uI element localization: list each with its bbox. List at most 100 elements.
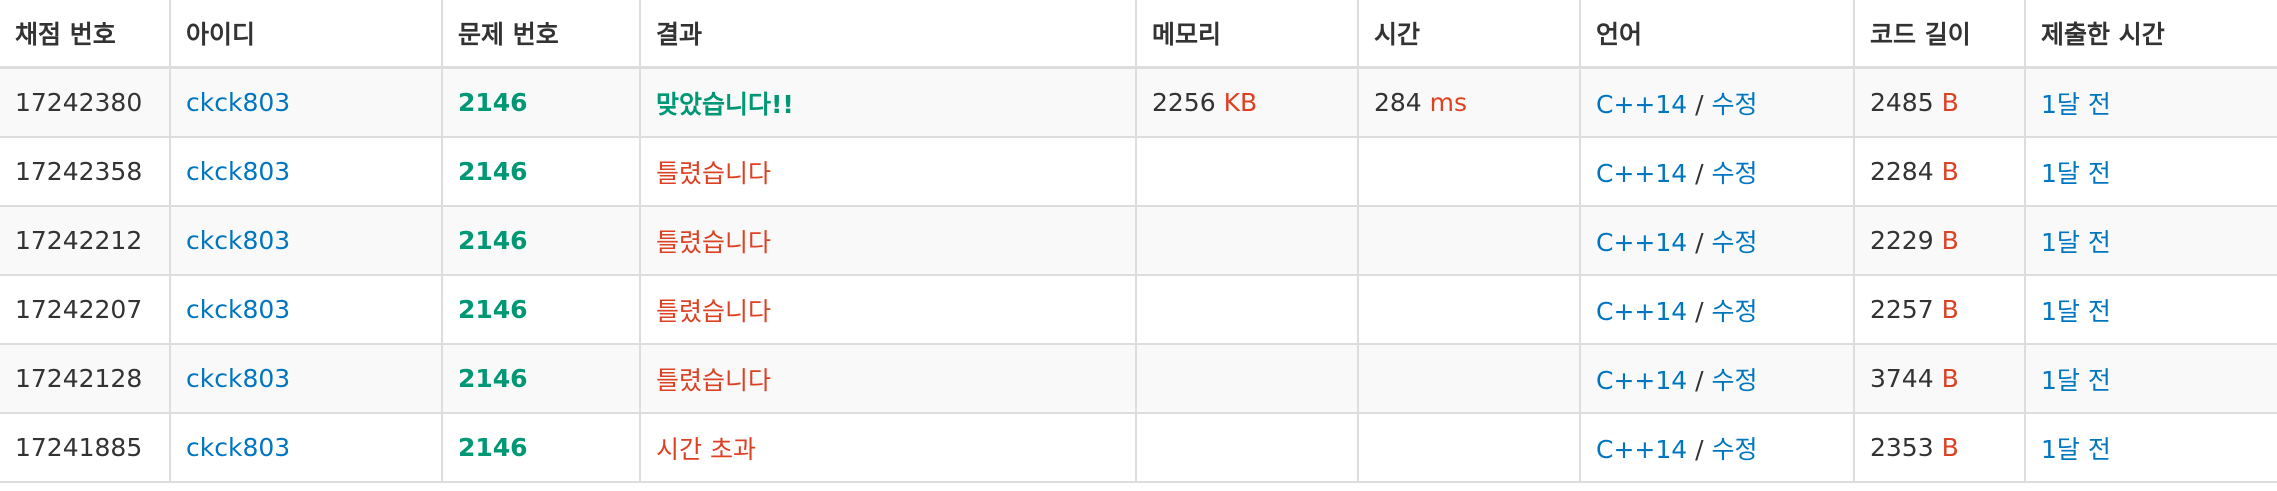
time-cell [1357, 343, 1581, 414]
language-separator: / [1695, 434, 1704, 464]
submission-id: 17242207 [0, 274, 171, 345]
memory-cell [1135, 412, 1359, 483]
memory-cell [1135, 343, 1359, 414]
problem-link[interactable]: 2146 [458, 88, 528, 117]
time-unit: ms [1429, 88, 1468, 117]
submitted-time-link[interactable]: 1달 전 [2041, 89, 2111, 119]
result-cell: 시간 초과 [639, 412, 1137, 483]
user-link[interactable]: ckck803 [186, 433, 291, 462]
edit-link[interactable]: 수정 [1711, 227, 1758, 257]
submitted-time-link[interactable]: 1달 전 [2041, 434, 2111, 464]
submission-id: 17242358 [0, 136, 171, 207]
user-link[interactable]: ckck803 [186, 295, 291, 324]
language-separator: / [1695, 158, 1704, 188]
table-row: 17242212 ckck803 2146 틀렸습니다 C++14 / 수정 2… [0, 205, 2277, 276]
problem-link[interactable]: 2146 [458, 295, 528, 324]
language-separator: / [1695, 227, 1704, 257]
header-user-id: 아이디 [169, 0, 443, 69]
code-length-value: 2485 [1870, 88, 1934, 117]
time-cell [1357, 205, 1581, 276]
submitted-time-link[interactable]: 1달 전 [2041, 365, 2111, 395]
submitted-time-link[interactable]: 1달 전 [2041, 158, 2111, 188]
problem-link[interactable]: 2146 [458, 364, 528, 393]
problem-cell: 2146 [441, 274, 641, 345]
table-row: 17241885 ckck803 2146 시간 초과 C++14 / 수정 2… [0, 412, 2277, 483]
code-length-cell: 2229 B [1853, 205, 2026, 276]
submission-id: 17242212 [0, 205, 171, 276]
submission-id: 17242380 [0, 66, 171, 138]
header-result: 결과 [639, 0, 1137, 69]
language-link[interactable]: C++14 [1596, 227, 1688, 257]
code-length-value: 2229 [1870, 226, 1934, 255]
user-cell: ckck803 [169, 66, 443, 138]
header-submission-id: 채점 번호 [0, 0, 171, 69]
result-text: 틀렸습니다 [656, 296, 772, 326]
result-text: 맞았습니다!! [656, 89, 794, 119]
submitted-cell: 1달 전 [2024, 66, 2277, 138]
submitted-time-link[interactable]: 1달 전 [2041, 296, 2111, 326]
edit-link[interactable]: 수정 [1711, 89, 1758, 119]
user-link[interactable]: ckck803 [186, 88, 291, 117]
code-length-cell: 2353 B [1853, 412, 2026, 483]
language-link[interactable]: C++14 [1596, 296, 1688, 326]
user-cell: ckck803 [169, 136, 443, 207]
submitted-cell: 1달 전 [2024, 274, 2277, 345]
problem-link[interactable]: 2146 [458, 226, 528, 255]
problem-cell: 2146 [441, 412, 641, 483]
result-cell: 틀렸습니다 [639, 136, 1137, 207]
result-cell: 틀렸습니다 [639, 274, 1137, 345]
user-link[interactable]: ckck803 [186, 226, 291, 255]
code-length-unit: B [1941, 157, 1959, 186]
header-submitted-time: 제출한 시간 [2024, 0, 2277, 69]
edit-link[interactable]: 수정 [1711, 365, 1758, 395]
memory-unit: KB [1223, 88, 1258, 117]
table-row: 17242380 ckck803 2146 맞았습니다!! 2256 KB 28… [0, 66, 2277, 138]
language-cell: C++14 / 수정 [1579, 274, 1855, 345]
time-cell: 284 ms [1357, 66, 1581, 138]
code-length-unit: B [1941, 364, 1959, 393]
submission-id: 17242128 [0, 343, 171, 414]
language-link[interactable]: C++14 [1596, 434, 1688, 464]
header-problem-id: 문제 번호 [441, 0, 641, 69]
submitted-time-link[interactable]: 1달 전 [2041, 227, 2111, 257]
time-cell [1357, 136, 1581, 207]
table-row: 17242128 ckck803 2146 틀렸습니다 C++14 / 수정 3… [0, 343, 2277, 414]
result-cell: 맞았습니다!! [639, 66, 1137, 138]
language-cell: C++14 / 수정 [1579, 343, 1855, 414]
user-cell: ckck803 [169, 343, 443, 414]
submission-id: 17241885 [0, 412, 171, 483]
language-link[interactable]: C++14 [1596, 89, 1688, 119]
table-header: 채점 번호 아이디 문제 번호 결과 메모리 시간 언어 코드 길이 제출한 시… [0, 0, 2277, 69]
language-cell: C++14 / 수정 [1579, 412, 1855, 483]
result-text: 틀렸습니다 [656, 365, 772, 395]
language-link[interactable]: C++14 [1596, 158, 1688, 188]
header-time: 시간 [1357, 0, 1581, 69]
time-cell [1357, 274, 1581, 345]
user-cell: ckck803 [169, 412, 443, 483]
header-row: 채점 번호 아이디 문제 번호 결과 메모리 시간 언어 코드 길이 제출한 시… [0, 0, 2277, 69]
submitted-cell: 1달 전 [2024, 412, 2277, 483]
code-length-value: 2353 [1870, 433, 1934, 462]
language-separator: / [1695, 365, 1704, 395]
edit-link[interactable]: 수정 [1711, 434, 1758, 464]
language-separator: / [1695, 89, 1704, 119]
language-cell: C++14 / 수정 [1579, 205, 1855, 276]
user-link[interactable]: ckck803 [186, 157, 291, 186]
code-length-unit: B [1941, 295, 1959, 324]
header-code-length: 코드 길이 [1853, 0, 2026, 69]
user-link[interactable]: ckck803 [186, 364, 291, 393]
header-language: 언어 [1579, 0, 1855, 69]
edit-link[interactable]: 수정 [1711, 296, 1758, 326]
result-cell: 틀렸습니다 [639, 343, 1137, 414]
language-link[interactable]: C++14 [1596, 365, 1688, 395]
code-length-cell: 3744 B [1853, 343, 2026, 414]
code-length-value: 2257 [1870, 295, 1934, 324]
code-length-cell: 2257 B [1853, 274, 2026, 345]
language-cell: C++14 / 수정 [1579, 136, 1855, 207]
edit-link[interactable]: 수정 [1711, 158, 1758, 188]
problem-link[interactable]: 2146 [458, 157, 528, 186]
result-cell: 틀렸습니다 [639, 205, 1137, 276]
language-separator: / [1695, 296, 1704, 326]
problem-link[interactable]: 2146 [458, 433, 528, 462]
table-row: 17242358 ckck803 2146 틀렸습니다 C++14 / 수정 2… [0, 136, 2277, 207]
